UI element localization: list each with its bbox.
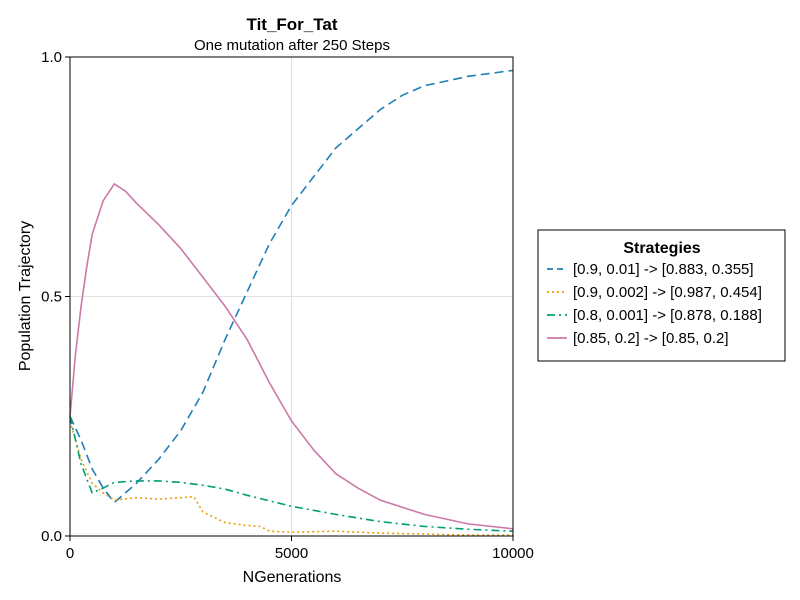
legend: Strategies [0.9, 0.01] -> [0.883, 0.355]… — [537, 229, 786, 362]
legend-frame — [537, 229, 786, 362]
x-tick-label: 5000 — [275, 545, 308, 562]
chart-subtitle: One mutation after 250 Steps — [194, 37, 390, 54]
y-tick-label: 0.0 — [41, 528, 62, 545]
y-axis-label: Population Trajectory — [17, 221, 34, 371]
legend-label: [0.9, 0.002] -> [0.987, 0.454] — [573, 284, 762, 301]
series-line — [69, 183, 514, 530]
grid — [69, 56, 514, 537]
legend-items: [0.9, 0.01] -> [0.883, 0.355] [0.9, 0.002… — [547, 261, 762, 347]
series-group — [69, 69, 514, 536]
legend-label: [0.9, 0.01] -> [0.883, 0.355] — [573, 261, 754, 278]
y-tick-label: 1.0 — [41, 49, 62, 66]
chart-title: Tit_For_Tat — [247, 15, 338, 34]
series-line — [69, 69, 514, 504]
x-tick-label: 0 — [66, 545, 74, 562]
x-axis-label: NGenerations — [243, 569, 342, 586]
legend-label: [0.8, 0.001] -> [0.878, 0.188] — [573, 307, 762, 324]
x-tick-label: 10000 — [492, 545, 534, 562]
series-line — [69, 420, 513, 536]
y-tick-label: 0.5 — [41, 289, 62, 306]
series-line — [69, 416, 514, 532]
legend-label: [0.85, 0.2] -> [0.85, 0.2] — [573, 330, 729, 347]
legend-title: Strategies — [623, 240, 700, 257]
ticks: 0 5000 10000 0.0 0.5 1.0 — [41, 49, 534, 562]
